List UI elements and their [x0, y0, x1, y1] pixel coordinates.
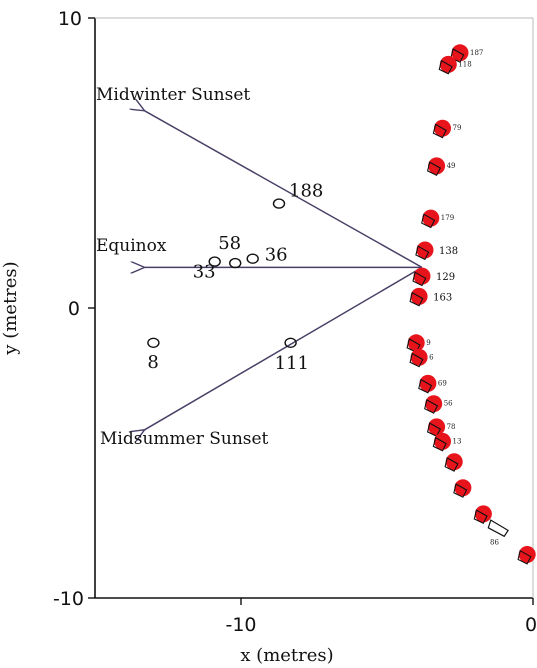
- arc-stone-outline-unlabeled-16: [473, 509, 488, 525]
- arc-marker-label-86: 86: [490, 538, 499, 546]
- arc-stone-outline-129: [412, 271, 427, 287]
- arc-marker-label-69: 69: [438, 379, 447, 387]
- y-tick-label-neg10: -10: [53, 588, 84, 610]
- arc-marker-label-78: 78: [447, 423, 456, 431]
- arc-stone-outline-138: [415, 245, 430, 261]
- stone-label-36: 36: [265, 245, 288, 266]
- arc-stone-outline-unlabeled-14: [444, 457, 459, 472]
- arc-stone-outline-187: [450, 48, 465, 63]
- arc-stone-outline-49: [426, 161, 442, 177]
- arc-stone-outline-unlabeled-17: [517, 549, 532, 565]
- arc-marker-label-56: 56: [444, 400, 453, 408]
- plot-frame: [94, 17, 534, 599]
- stone-label-58: 58: [218, 233, 241, 254]
- arc-stone-outline-79: [432, 123, 447, 139]
- arc-marker-label-187: 187: [470, 49, 483, 57]
- stone-label-188: 188: [289, 181, 323, 202]
- stone-188: [272, 198, 286, 209]
- direction-label-midsummer: Midsummer Sunset: [100, 429, 269, 449]
- arc-marker-label-79: 79: [453, 124, 462, 132]
- x-axis-label: x (metres): [240, 645, 333, 666]
- arc-marker-label-49: 49: [447, 162, 456, 170]
- arc-stone-outline-69: [418, 378, 433, 394]
- stone-33: [208, 256, 221, 267]
- arc-stone-outline-13: [432, 436, 447, 452]
- stone-label-33: 33: [193, 262, 216, 283]
- x-tick-label-0: 0: [525, 614, 537, 636]
- direction-lines: [145, 111, 423, 430]
- direction-line-midsummer-sunset: [145, 266, 423, 429]
- arc-stone-outline-86: [487, 519, 509, 538]
- stone-36: [246, 253, 259, 264]
- x-tick-label-neg10: -10: [225, 614, 256, 636]
- y-tick-label-10: 10: [58, 8, 82, 30]
- arc-stone-outline-6: [409, 352, 424, 368]
- arc-marker-label-138: 138: [439, 246, 458, 257]
- arc-marker-label-9: 9: [426, 339, 430, 347]
- arc-stone-outline-118: [438, 59, 453, 75]
- arc-marker-label-13: 13: [453, 437, 462, 445]
- direction-line-midwinter-sunset: [145, 111, 423, 269]
- inner-stones: 188 58 36 33 111 8: [147, 181, 323, 374]
- arc-stone-outline-56: [424, 399, 439, 414]
- arc-stone-outline-unlabeled-15: [453, 483, 468, 498]
- stone-111: [284, 337, 297, 348]
- ticks: [88, 17, 534, 605]
- arc-marker-label-163: 163: [433, 292, 452, 303]
- direction-label-midwinter: Midwinter Sunset: [96, 85, 250, 105]
- arc-marker-label-6: 6: [429, 353, 434, 361]
- arc-markers: 187 118 79 49 179 138 129 163 9 6 69 56 78 13 86: [406, 44, 536, 565]
- stone-label-111: 111: [275, 353, 309, 374]
- arc-stone-outline-179: [421, 213, 436, 229]
- arc-marker-label-129: 129: [436, 272, 455, 283]
- arc-marker-label-118: 118: [458, 60, 471, 68]
- y-tick-label-0: 0: [68, 298, 80, 320]
- arc-stone-outline-163: [409, 291, 424, 307]
- stone-label-8: 8: [147, 352, 158, 373]
- arc-marker-label-179: 179: [441, 214, 454, 222]
- stone-58: [228, 257, 242, 269]
- y-axis-label: y (metres): [0, 261, 21, 355]
- direction-label-equinox: Equinox: [96, 236, 167, 256]
- stone-8: [147, 337, 160, 348]
